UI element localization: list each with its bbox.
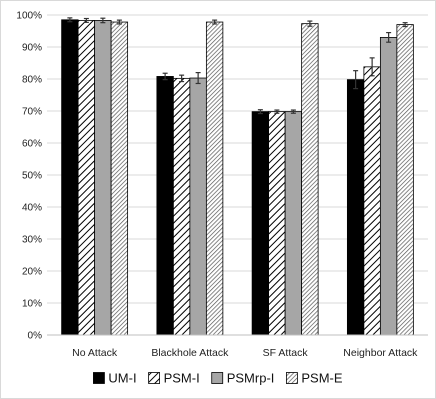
y-tick-label: 50% — [22, 171, 42, 182]
legend-label: PSMrp-I — [227, 371, 275, 386]
bar — [268, 111, 286, 336]
bar — [172, 77, 191, 336]
x-tick-label: Blackhole Attack — [151, 347, 229, 359]
bar — [205, 21, 224, 336]
legend-swatch — [285, 372, 298, 384]
bar — [251, 111, 270, 336]
bar — [284, 111, 303, 336]
bar — [77, 20, 96, 336]
legend-label: PSM-I — [164, 371, 200, 386]
bar — [189, 77, 207, 336]
bar — [61, 19, 79, 336]
bar — [379, 37, 398, 336]
bar — [363, 66, 381, 336]
legend-label: PSM-E — [301, 371, 343, 386]
y-tick-label: 80% — [22, 75, 42, 86]
bar — [396, 24, 414, 336]
legend-swatch — [211, 372, 224, 384]
bar — [94, 20, 112, 336]
y-tick-label: 0% — [28, 331, 43, 342]
x-tick-label: No Attack — [72, 347, 118, 359]
y-tick-label: 60% — [22, 139, 42, 150]
y-tick-label: 90% — [22, 43, 42, 54]
bar — [346, 79, 365, 336]
legend-label: UM-I — [108, 371, 136, 386]
bar — [156, 76, 174, 336]
y-tick-label: 100% — [16, 11, 42, 22]
legend-swatch — [148, 372, 161, 384]
legend-swatch — [93, 372, 105, 384]
x-tick-label: Neighbor Attack — [343, 347, 418, 359]
y-tick-label: 70% — [22, 107, 42, 118]
y-tick-label: 10% — [22, 299, 42, 310]
bar — [110, 21, 129, 336]
y-tick-label: 20% — [22, 267, 42, 278]
bar — [301, 23, 319, 336]
y-tick-label: 30% — [22, 235, 42, 246]
x-tick-label: SF Attack — [263, 347, 309, 359]
y-tick-label: 40% — [22, 203, 42, 214]
